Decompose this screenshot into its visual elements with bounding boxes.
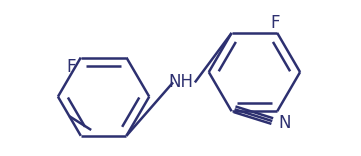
Text: NH: NH [169,73,193,91]
Text: F: F [66,58,75,76]
Text: F: F [270,14,280,32]
Text: N: N [278,114,291,132]
